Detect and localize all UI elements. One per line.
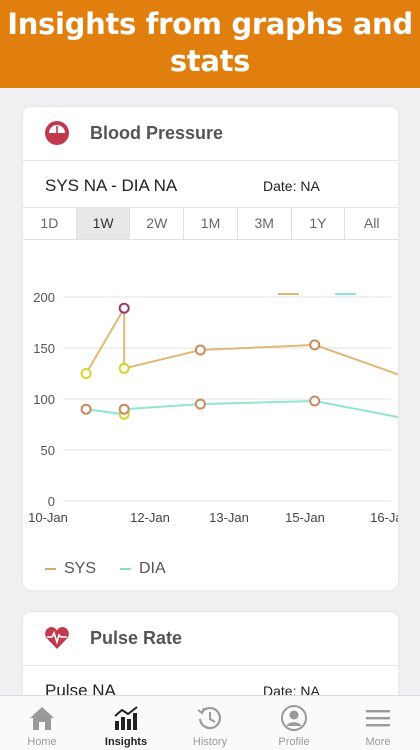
- bottom-tab-bar: Home Insights History Profile: [0, 695, 420, 750]
- tab-insights-label: Insights: [104, 736, 148, 748]
- data-point-sys[interactable]: [80, 368, 92, 379]
- data-point-sys[interactable]: [118, 302, 130, 314]
- tab-profile[interactable]: Profile: [252, 696, 336, 750]
- legend-sys-swatch: [45, 567, 56, 570]
- tab-history[interactable]: History: [168, 696, 252, 750]
- bp-reading-date: Date: NA: [263, 178, 320, 194]
- range-tab-1w[interactable]: 1W: [76, 208, 131, 239]
- data-point-dia[interactable]: [194, 398, 206, 410]
- blood-pressure-gauge-icon: [45, 121, 69, 145]
- history-icon: [197, 706, 222, 730]
- x-tick-label: 15-Jan: [285, 510, 325, 525]
- range-tabs: 1D 1W 2W 1M 3M 1Y All: [23, 208, 398, 240]
- bp-reading-value: SYS NA - DIA NA: [45, 176, 178, 195]
- heart-pulse-icon: [45, 627, 69, 649]
- data-point-dia[interactable]: [80, 403, 92, 415]
- x-tick-label: 16-Jan: [370, 510, 398, 525]
- tab-insights[interactable]: Insights: [84, 696, 168, 750]
- tab-profile-label: Profile: [278, 736, 310, 748]
- tab-more-label: More: [365, 736, 391, 748]
- legend-dia-swatch: [120, 567, 131, 570]
- insights-icon: [114, 706, 138, 730]
- x-tick-label: 13-Jan: [209, 510, 249, 525]
- data-point-sys[interactable]: [118, 362, 130, 374]
- pulse-card-title: Pulse Rate: [90, 628, 183, 648]
- banner-line-1: Insights from graphs and: [7, 7, 413, 41]
- tab-more[interactable]: More: [336, 696, 420, 750]
- pulse-card-header: Pulse Rate: [23, 612, 398, 666]
- range-tab-all[interactable]: All: [363, 215, 380, 231]
- series-line-sys: [85, 304, 398, 376]
- range-tab-1y[interactable]: 1Y: [292, 208, 346, 239]
- range-tab-3m[interactable]: 3M: [238, 208, 292, 239]
- data-point-dia[interactable]: [309, 395, 321, 407]
- x-tick-label: 10-Jan: [28, 510, 68, 525]
- series-line-dia: [85, 399, 398, 419]
- profile-icon: [281, 705, 307, 731]
- promo-banner: Insights from graphs and stats: [0, 0, 420, 88]
- y-tick-label: 50: [41, 443, 55, 458]
- home-icon: [30, 707, 54, 730]
- tab-history-label: History: [192, 736, 228, 748]
- x-tick-label: 12-Jan: [130, 510, 170, 525]
- y-tick-label: 200: [33, 290, 55, 305]
- banner-line-2: stats: [169, 44, 251, 78]
- bp-card-title: Blood Pressure: [90, 123, 224, 143]
- bp-reading-row: SYS NA - DIA NA Date: NA: [23, 162, 398, 208]
- blood-pressure-card: Blood Pressure SYS NA - DIA NA Date: NA …: [23, 107, 398, 590]
- data-point-sys[interactable]: [194, 344, 206, 356]
- legend-dia-label: DIA: [139, 560, 166, 577]
- range-tab-2w[interactable]: 2W: [130, 208, 185, 239]
- blood-pressure-chart: 200 150 100 50 010-Jan 12-Jan 13-Jan 15-Jan 16-J…: [28, 290, 398, 525]
- range-tab-1d[interactable]: 1D: [23, 208, 77, 239]
- more-icon: [366, 710, 390, 727]
- y-tick-label: 150: [33, 341, 55, 356]
- data-point-sys[interactable]: [309, 339, 321, 351]
- y-tick-label: 0: [48, 494, 55, 509]
- legend-item-dia: DIA: [120, 560, 166, 578]
- bp-card-header: Blood Pressure: [23, 107, 398, 161]
- legend-sys-label: SYS: [64, 560, 97, 577]
- data-point-dia[interactable]: [118, 403, 130, 415]
- y-tick-label: 100: [33, 392, 55, 407]
- tab-home[interactable]: Home: [0, 696, 84, 750]
- tab-home-label: Home: [27, 736, 57, 748]
- range-tab-1m[interactable]: 1M: [184, 208, 238, 239]
- legend-item-sys: SYS: [45, 560, 96, 578]
